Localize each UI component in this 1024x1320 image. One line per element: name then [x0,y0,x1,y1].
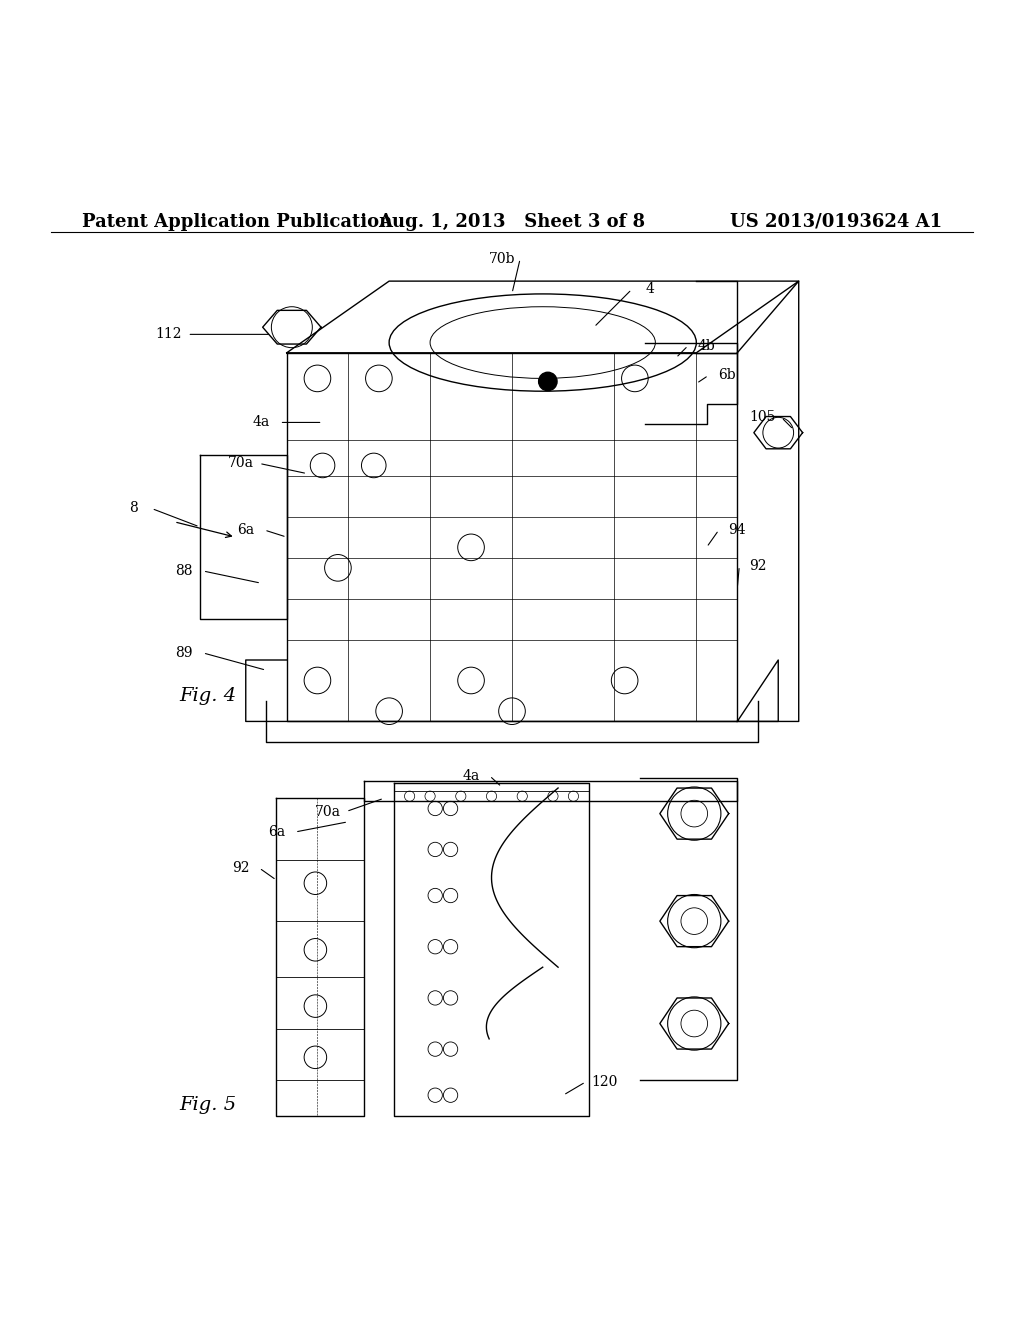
Text: Fig. 5: Fig. 5 [179,1097,237,1114]
Text: 6b: 6b [718,368,736,383]
Text: Patent Application Publication: Patent Application Publication [82,213,392,231]
Text: 105: 105 [750,411,776,424]
Text: 120: 120 [591,1074,617,1089]
Text: 4a: 4a [463,768,479,783]
Text: 4: 4 [646,282,654,296]
Text: 70a: 70a [227,457,254,470]
Text: 4a: 4a [253,416,269,429]
Text: 89: 89 [175,645,194,660]
Text: US 2013/0193624 A1: US 2013/0193624 A1 [730,213,942,231]
Text: 70a: 70a [314,805,341,818]
Text: 8: 8 [129,502,137,515]
Text: Aug. 1, 2013   Sheet 3 of 8: Aug. 1, 2013 Sheet 3 of 8 [379,213,645,231]
Text: 6a: 6a [238,523,254,537]
Text: 4b: 4b [697,339,716,352]
Text: 70b: 70b [488,252,515,265]
Text: 92: 92 [749,558,767,573]
Text: 112: 112 [156,327,182,342]
Text: 92: 92 [231,861,250,875]
Text: Fig. 4: Fig. 4 [179,686,237,705]
Text: 88: 88 [175,564,194,578]
Text: 6a: 6a [268,825,285,840]
Circle shape [539,372,557,391]
Text: 94: 94 [728,523,746,537]
